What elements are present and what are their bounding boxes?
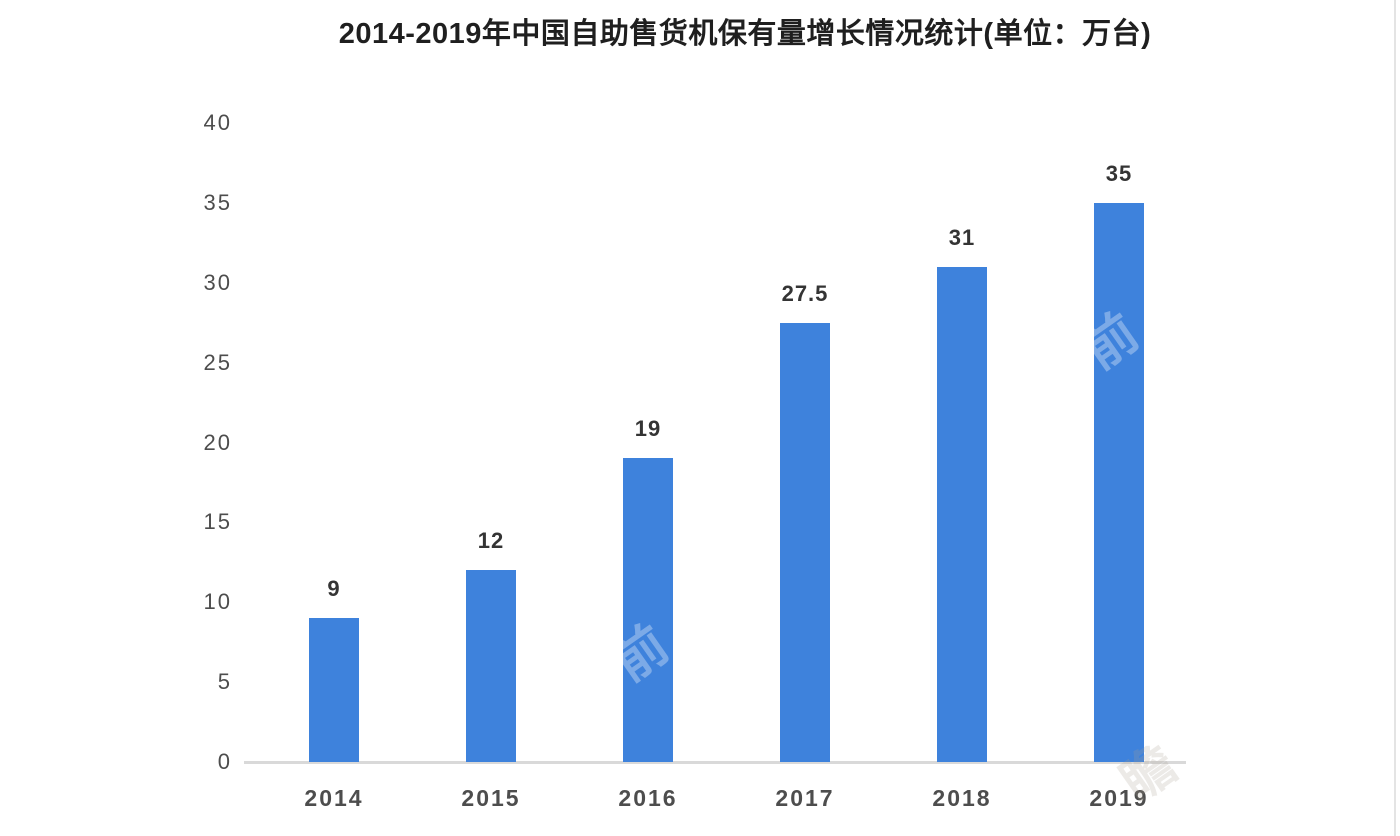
bar-value-label: 9: [327, 576, 341, 602]
x-axis-label: 2017: [775, 785, 835, 811]
bar-value-label: 19: [634, 416, 662, 442]
bar-value-label: 35: [1105, 160, 1133, 186]
y-axis-tick-label: 5: [217, 669, 232, 695]
chart-title: 2014-2019年中国自助售货机保有量增长情况统计(单位：万台): [338, 18, 1152, 50]
y-axis-tick-label: 25: [203, 349, 232, 375]
bar-value-label: 27.5: [781, 280, 829, 306]
y-axis-tick-label: 20: [203, 429, 232, 455]
x-axis-label: 2018: [932, 785, 992, 811]
bar-2014: [309, 618, 359, 762]
bar-2017: [780, 322, 830, 762]
bar-value-label: 31: [948, 224, 976, 250]
bar-value-label: 12: [477, 528, 505, 554]
bar-2015: [466, 570, 516, 762]
y-axis-tick-label: 35: [203, 189, 232, 215]
x-axis-label: 2016: [618, 785, 678, 811]
y-axis-tick-label: 40: [203, 110, 232, 135]
bar-2018: [937, 266, 987, 762]
bar-2016: [623, 458, 673, 762]
x-axis-label: 2014: [304, 785, 364, 811]
y-axis-tick-label: 10: [203, 589, 232, 615]
x-axis-line: [244, 761, 1186, 764]
page-edge-divider: [1394, 0, 1396, 836]
y-axis-tick-label: 30: [203, 269, 232, 295]
x-axis-label: 2019: [1089, 785, 1149, 811]
y-axis-tick-label: 15: [203, 509, 232, 535]
x-axis-label: 2015: [461, 785, 521, 811]
y-axis-tick-label: 0: [217, 749, 232, 774]
bar-2019: [1094, 202, 1144, 762]
